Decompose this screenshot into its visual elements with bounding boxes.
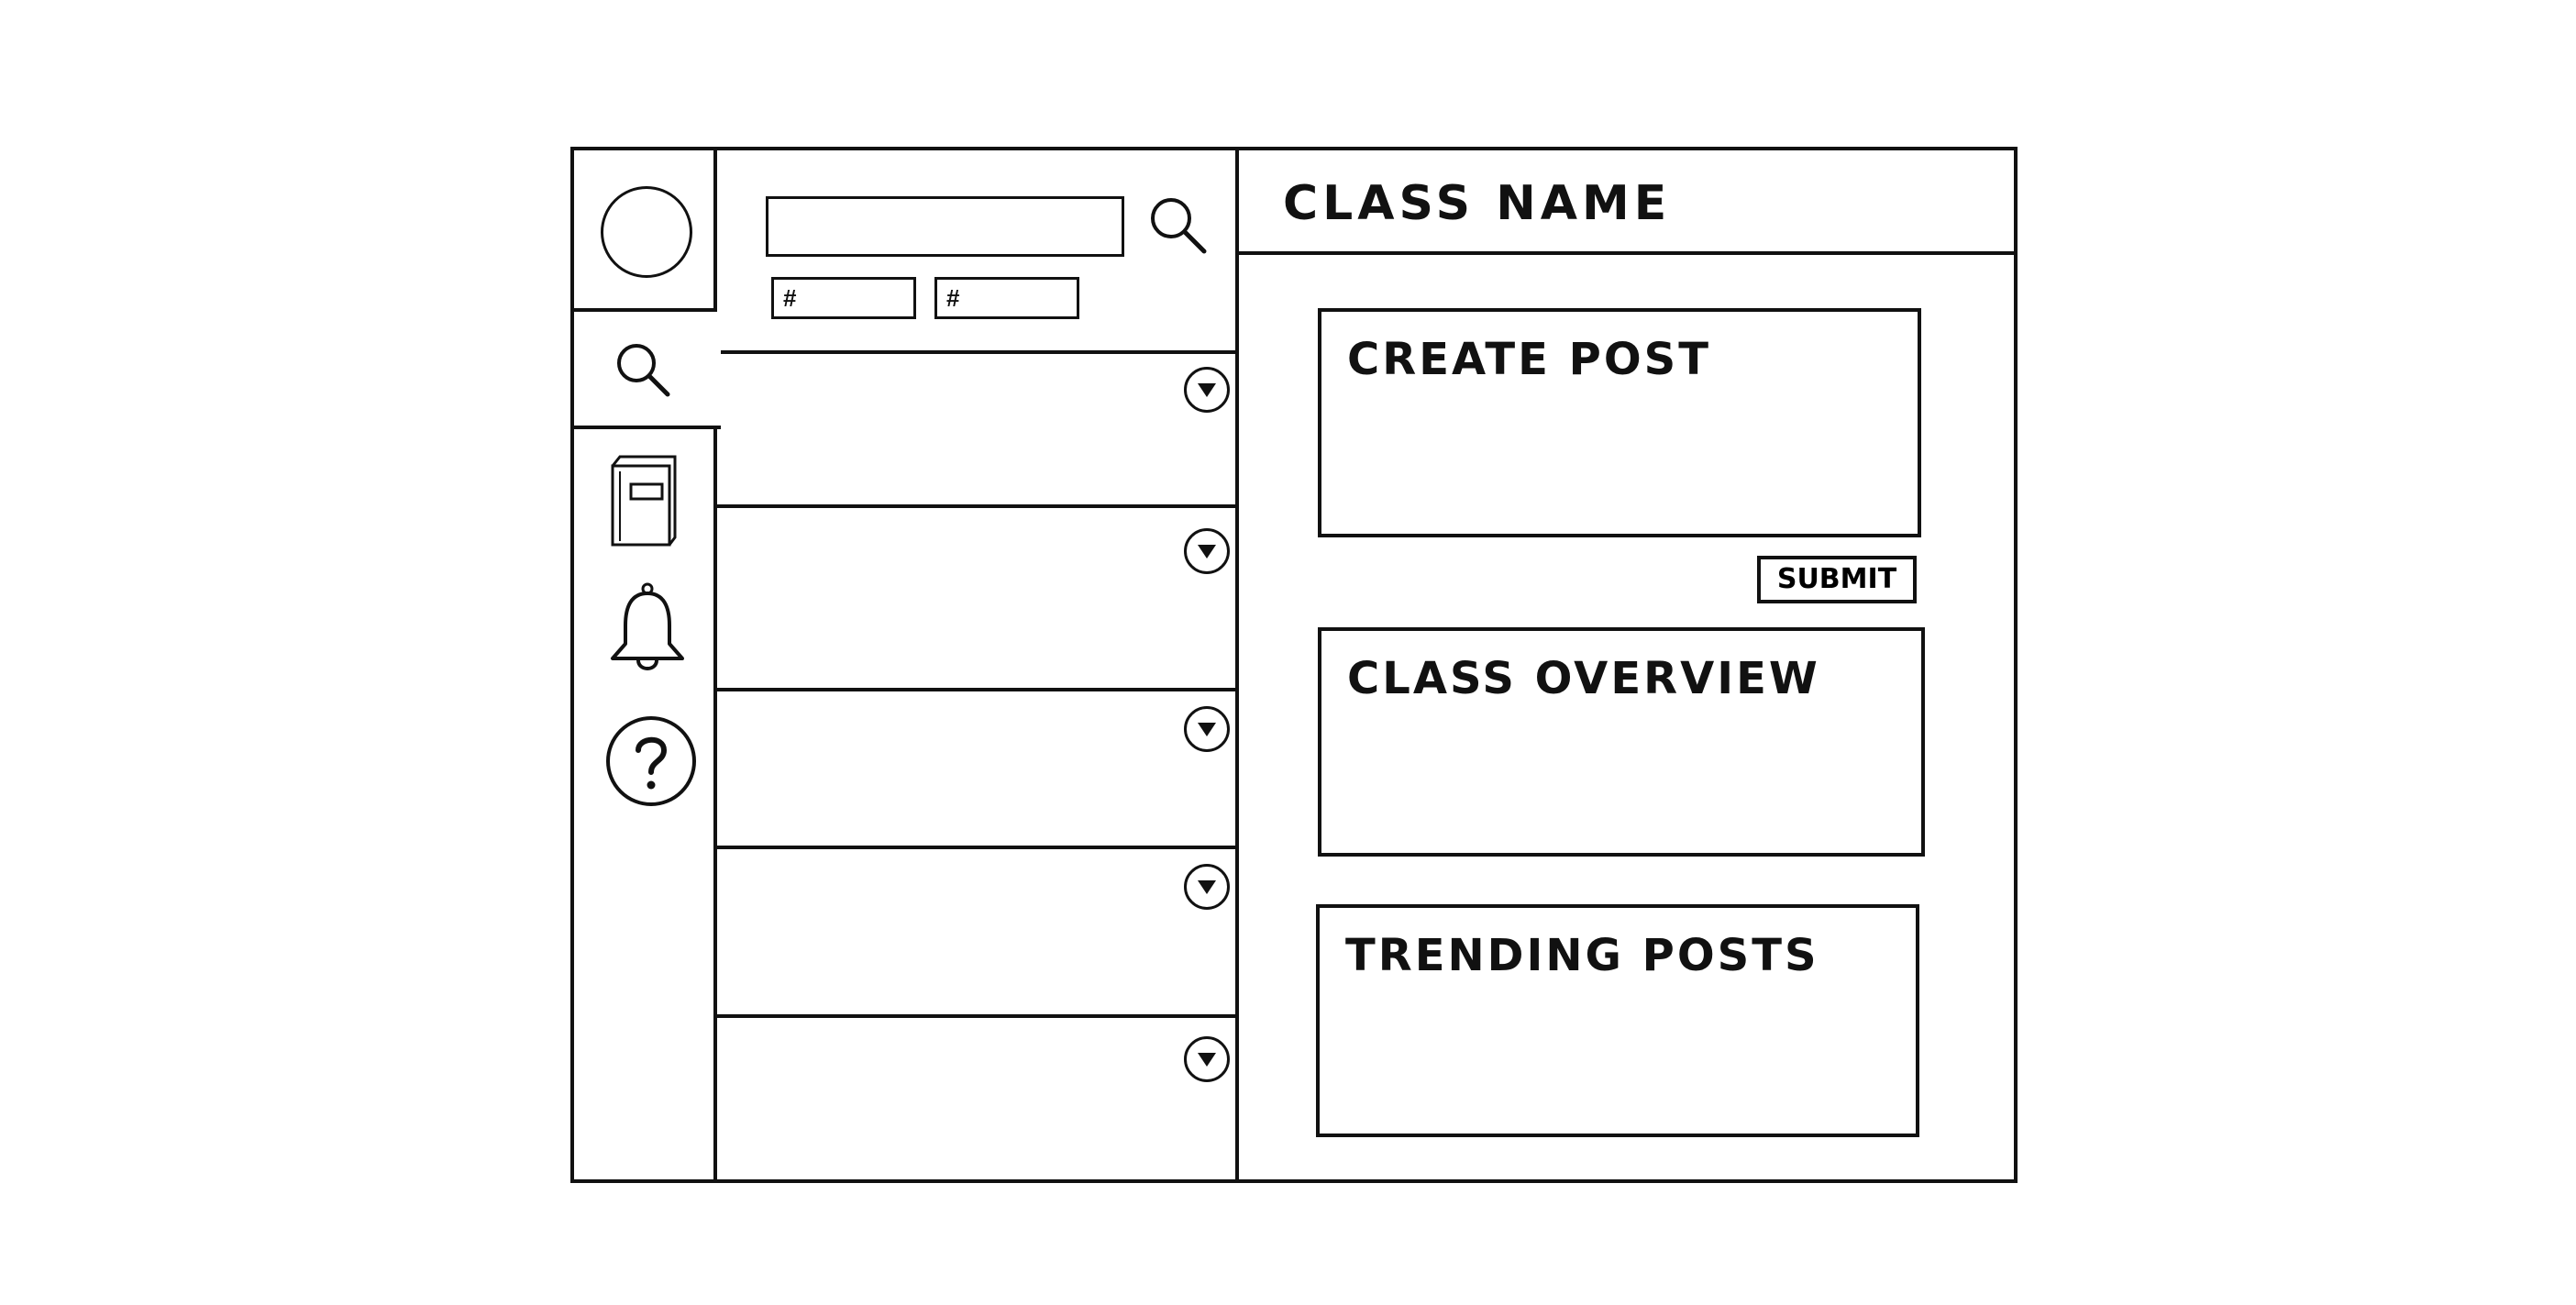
- chevron-down-icon[interactable]: [1184, 706, 1230, 752]
- rail-item-search[interactable]: [574, 312, 721, 429]
- tag-filter-2[interactable]: #: [934, 277, 1079, 319]
- search-input[interactable]: [766, 196, 1124, 257]
- list-item[interactable]: [717, 691, 1235, 849]
- list-item[interactable]: [717, 849, 1235, 1018]
- class-header: CLASS NAME: [1239, 150, 2014, 255]
- class-name-title: CLASS NAME: [1283, 176, 1672, 231]
- tag-filter-1[interactable]: #: [771, 277, 916, 319]
- book-icon[interactable]: [607, 453, 680, 548]
- list-column: # #: [717, 150, 1235, 1179]
- avatar[interactable]: [601, 186, 692, 278]
- list-item[interactable]: [717, 1018, 1235, 1179]
- main-panel: CLASS NAME CREATE POST SUBMIT CLASS OVER…: [1239, 150, 2014, 1179]
- create-post-card[interactable]: CREATE POST: [1318, 308, 1921, 537]
- chevron-down-icon[interactable]: [1184, 864, 1230, 910]
- column-divider: [1235, 150, 1239, 1179]
- list-item[interactable]: [717, 354, 1235, 508]
- bell-icon[interactable]: [607, 580, 688, 675]
- class-overview-card: CLASS OVERVIEW: [1318, 627, 1925, 857]
- search-button[interactable]: [1144, 191, 1213, 260]
- submit-button[interactable]: SUBMIT: [1757, 556, 1917, 603]
- list-top-divider: [721, 350, 1235, 354]
- help-icon[interactable]: [603, 713, 699, 809]
- icon-rail: [574, 150, 721, 1179]
- trending-posts-card: TRENDING POSTS: [1316, 904, 1919, 1137]
- chevron-down-icon[interactable]: [1184, 528, 1230, 574]
- list-item[interactable]: [717, 508, 1235, 691]
- create-post-title: CREATE POST: [1347, 334, 1711, 385]
- chevron-down-icon[interactable]: [1184, 367, 1230, 413]
- app-window: # # CLASS NAME CREATE POST SUBMIT CLASS: [570, 147, 2018, 1183]
- search-icon: [617, 344, 670, 397]
- avatar-cell: [574, 150, 717, 312]
- trending-posts-title: TRENDING POSTS: [1345, 930, 1819, 981]
- chevron-down-icon[interactable]: [1184, 1036, 1230, 1082]
- class-overview-title: CLASS OVERVIEW: [1347, 653, 1820, 704]
